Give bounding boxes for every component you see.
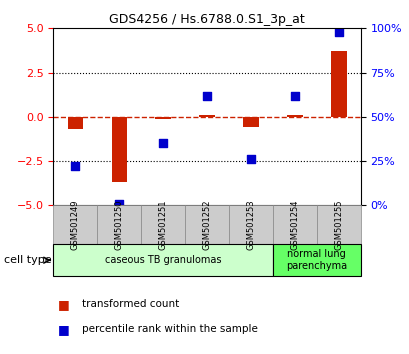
Bar	[155, 117, 171, 119]
Text: GSM501251: GSM501251	[158, 200, 167, 250]
Point	[335, 29, 341, 35]
Point	[203, 93, 210, 98]
Bar	[243, 117, 258, 127]
Bar	[287, 115, 302, 117]
Point	[72, 164, 79, 169]
Title: GDS4256 / Hs.6788.0.S1_3p_at: GDS4256 / Hs.6788.0.S1_3p_at	[109, 13, 304, 26]
Point	[160, 141, 166, 146]
Bar	[67, 117, 83, 129]
Point	[291, 93, 297, 98]
Bar	[199, 115, 214, 117]
Text: ■: ■	[57, 323, 69, 336]
Text: caseous TB granulomas: caseous TB granulomas	[105, 255, 221, 265]
Text: GSM501255: GSM501255	[333, 200, 342, 250]
Text: percentile rank within the sample: percentile rank within the sample	[82, 324, 257, 334]
Bar	[111, 117, 126, 182]
Text: GSM501250: GSM501250	[115, 200, 124, 250]
Text: ■: ■	[57, 298, 69, 311]
Text: GSM501252: GSM501252	[202, 200, 211, 250]
Text: cell type: cell type	[4, 255, 52, 265]
Point	[247, 156, 254, 162]
Text: transformed count: transformed count	[82, 299, 179, 309]
Point	[116, 201, 122, 206]
Text: GSM501254: GSM501254	[290, 200, 299, 250]
Text: GSM501253: GSM501253	[246, 199, 255, 250]
Text: GSM501249: GSM501249	[71, 200, 80, 250]
Bar	[330, 51, 346, 117]
Text: normal lung
parenchyma: normal lung parenchyma	[285, 249, 346, 271]
